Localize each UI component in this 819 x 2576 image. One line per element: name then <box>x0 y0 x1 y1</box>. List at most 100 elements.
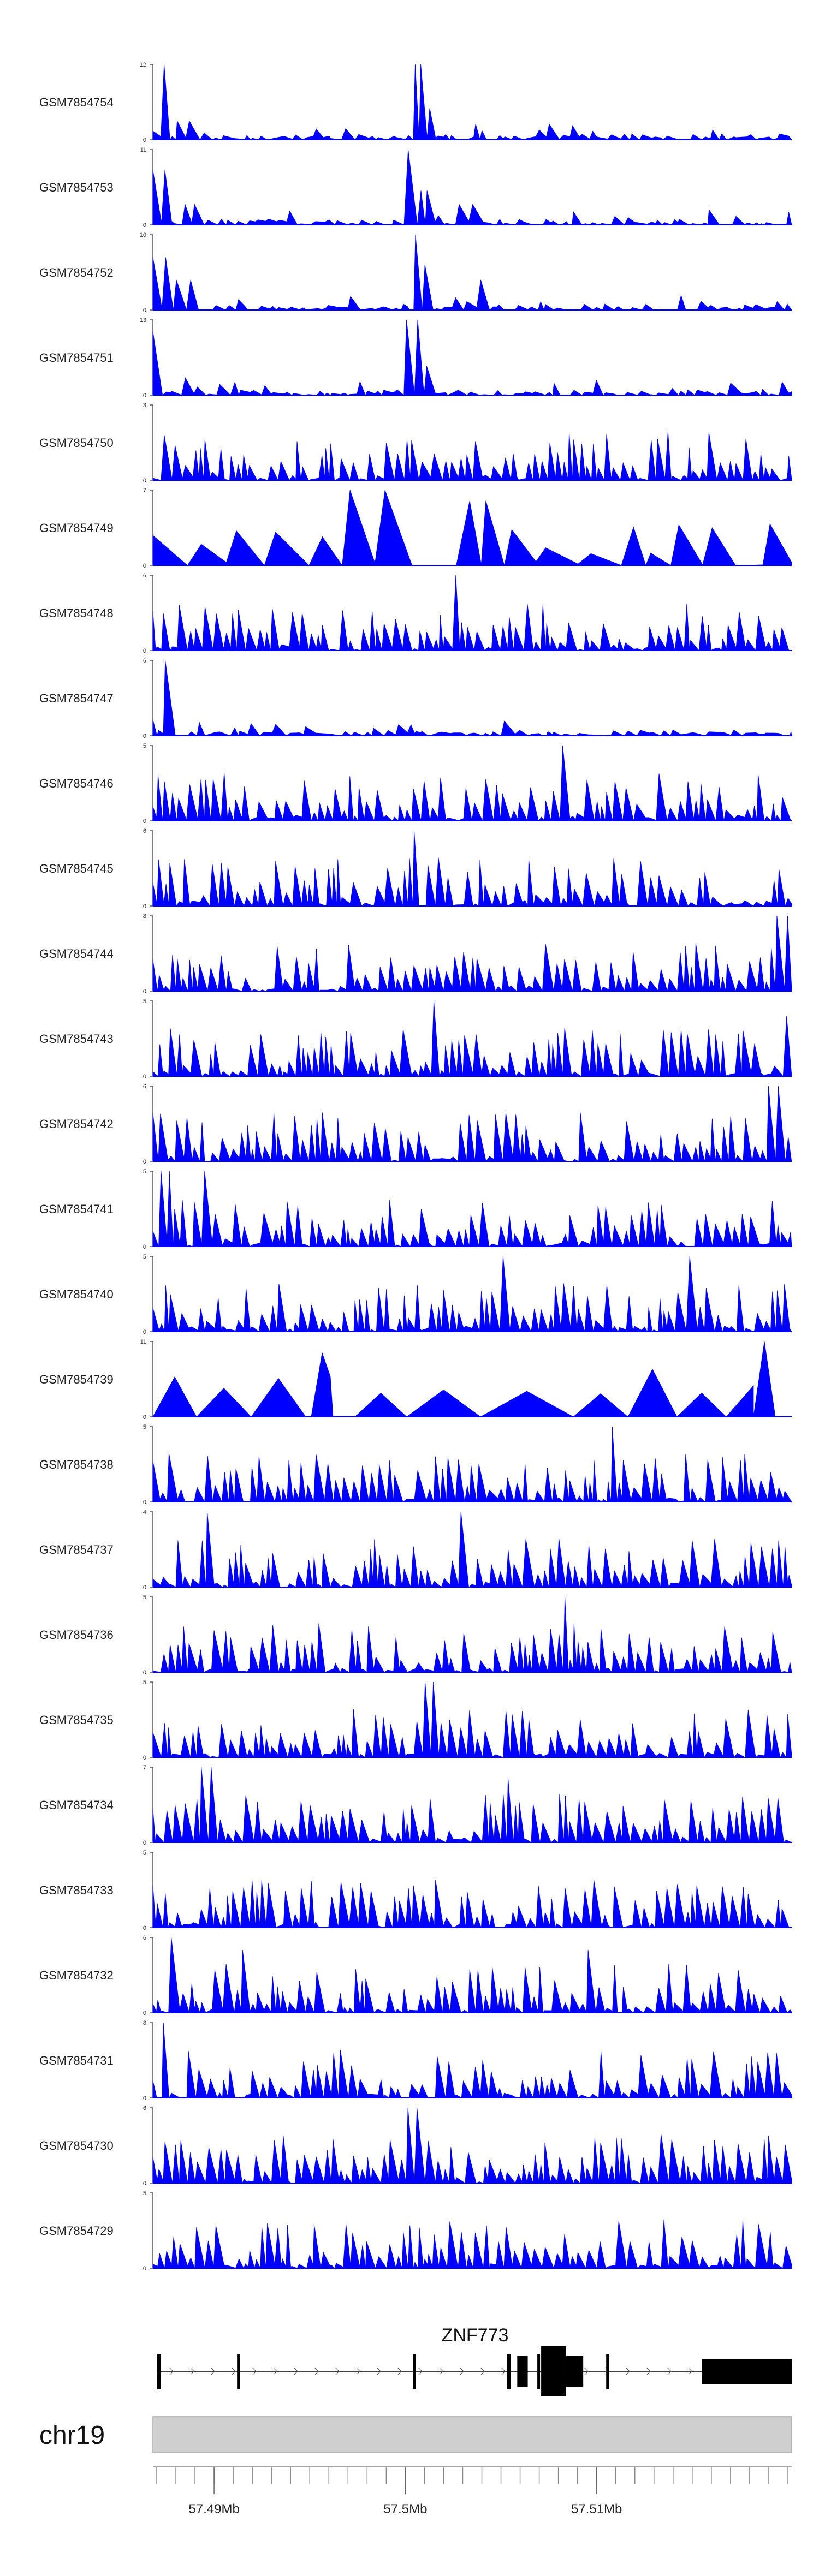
gene-exon <box>702 2359 792 2384</box>
y-tick-label-max: 5 <box>143 1168 146 1175</box>
track: GSM7854746 5 0 <box>39 743 792 825</box>
signal-area <box>152 1086 792 1162</box>
signal-area <box>152 2219 792 2269</box>
track-label: GSM7854736 <box>39 1628 114 1642</box>
y-tick-label-max: 5 <box>143 2190 146 2197</box>
x-axis: 57.49Mb 57.5Mb 57.51Mb <box>153 2466 792 2517</box>
track-label: GSM7854734 <box>39 1798 114 1812</box>
y-tick-label-min: 0 <box>143 1074 146 1080</box>
strand-arrow <box>480 2368 485 2375</box>
y-tick-label-max: 5 <box>143 998 146 1005</box>
track: GSM7854731 8 0 <box>39 2020 792 2102</box>
y-tick-label-min: 0 <box>143 1244 146 1250</box>
x-tick-label: 57.49Mb <box>188 2502 239 2517</box>
track-label: GSM7854743 <box>39 1032 114 1046</box>
signal-area <box>152 1880 792 1929</box>
track-label: GSM7854737 <box>39 1543 114 1557</box>
gene-exon <box>157 2354 161 2389</box>
y-tick-label-min: 0 <box>143 392 146 399</box>
y-tick-label-min: 0 <box>143 563 146 569</box>
signal-area <box>152 830 792 907</box>
track: GSM7854749 7 0 <box>39 487 792 569</box>
y-tick-label-max: 6 <box>143 658 146 664</box>
track: GSM7854751 13 0 <box>39 317 792 399</box>
track-label: GSM7854748 <box>39 606 114 620</box>
chromosome-ideogram <box>152 2416 792 2453</box>
signal-area <box>152 1256 792 1333</box>
signal-area <box>152 1426 792 1503</box>
track-label: GSM7854741 <box>39 1202 114 1216</box>
track: GSM7854738 5 0 <box>39 1424 792 1506</box>
strand-arrow <box>377 2368 381 2375</box>
track: GSM7854753 11 0 <box>39 147 792 229</box>
track: GSM7854754 12 0 <box>39 62 792 144</box>
y-tick-label-min: 0 <box>143 137 146 144</box>
track-label: GSM7854732 <box>39 1969 114 1982</box>
strand-arrow <box>190 2368 194 2375</box>
y-tick-label-min: 0 <box>143 1669 146 1676</box>
strand-arrow <box>688 2368 692 2375</box>
signal-area <box>152 1341 792 1417</box>
y-tick-label-min: 0 <box>143 903 146 910</box>
track: GSM7854740 5 0 <box>39 1254 792 1335</box>
strand-arrow <box>169 2368 174 2375</box>
track-label: GSM7854740 <box>39 1287 114 1301</box>
track: GSM7854739 11 0 <box>39 1339 792 1421</box>
track: GSM7854744 8 0 <box>39 913 792 995</box>
track-label: GSM7854750 <box>39 436 114 450</box>
x-tick-label: 57.5Mb <box>383 2502 427 2517</box>
y-tick-label-min: 0 <box>143 2095 146 2102</box>
strand-arrow <box>397 2368 402 2375</box>
track-label: GSM7854747 <box>39 691 114 705</box>
y-tick-label-min: 0 <box>143 2265 146 2272</box>
track-label: GSM7854745 <box>39 862 114 875</box>
strand-arrow <box>314 2368 319 2375</box>
signal-area <box>152 234 792 311</box>
track: GSM7854735 5 0 <box>39 1679 792 1761</box>
y-tick-label-min: 0 <box>143 2010 146 2017</box>
y-tick-label-min: 0 <box>143 988 146 995</box>
signal-area <box>152 915 792 992</box>
y-tick-label-min: 0 <box>143 818 146 825</box>
track-label: GSM7854742 <box>39 1117 114 1131</box>
signal-area <box>152 660 792 737</box>
y-tick-label-min: 0 <box>143 2180 146 2187</box>
strand-arrow <box>439 2368 443 2375</box>
strand-arrow <box>294 2368 298 2375</box>
track-label: GSM7854730 <box>39 2139 114 2152</box>
gene-exon <box>237 2354 240 2389</box>
track: GSM7854741 5 0 <box>39 1168 792 1250</box>
y-tick-label-max: 12 <box>140 62 146 68</box>
y-tick-label-min: 0 <box>143 307 146 314</box>
signal-area <box>152 490 792 567</box>
signal-area <box>152 1596 792 1673</box>
track-label: GSM7854729 <box>39 2224 114 2238</box>
y-tick-label-min: 0 <box>143 1840 146 1846</box>
strand-arrow <box>356 2368 360 2375</box>
y-tick-label-max: 7 <box>143 487 146 494</box>
y-tick-label-min: 0 <box>143 478 146 484</box>
y-tick-label-max: 7 <box>143 1764 146 1771</box>
gene-exon <box>413 2354 416 2389</box>
track-label: GSM7854735 <box>39 1713 114 1727</box>
track-label: GSM7854733 <box>39 1883 114 1897</box>
chromosome-label: chr19 <box>39 2421 105 2450</box>
signal-area <box>152 2022 792 2099</box>
track: GSM7854737 4 0 <box>39 1509 792 1591</box>
signal-area <box>152 431 792 481</box>
y-tick-label-max: 6 <box>143 573 146 579</box>
y-tick-label-max: 5 <box>143 1679 146 1686</box>
strand-arrow <box>211 2368 215 2375</box>
signal-area <box>152 745 792 822</box>
y-tick-label-max: 5 <box>143 1850 146 1856</box>
track-label: GSM7854738 <box>39 1458 114 1471</box>
y-tick-label-max: 8 <box>143 2020 146 2026</box>
strand-arrow <box>460 2368 464 2375</box>
track-label: GSM7854754 <box>39 96 114 109</box>
signal-area <box>152 1767 792 1844</box>
track: GSM7854732 6 0 <box>39 1935 792 2017</box>
gene-exon <box>537 2354 541 2389</box>
signal-area <box>152 1681 792 1758</box>
track-label: GSM7854744 <box>39 947 114 961</box>
y-tick-label-max: 6 <box>143 2105 146 2112</box>
